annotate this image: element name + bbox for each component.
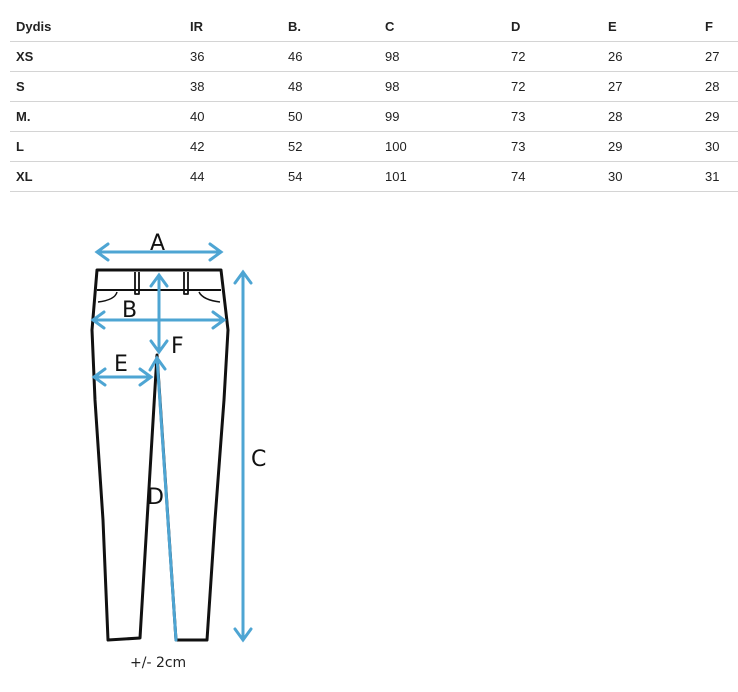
label-a: A — [150, 231, 165, 256]
table-cell: 99 — [385, 101, 511, 132]
column-header: E — [608, 12, 705, 42]
column-header: B. — [288, 12, 385, 42]
table-cell: 44 — [190, 161, 288, 192]
arrow-e — [91, 367, 154, 387]
arrow-c — [233, 269, 253, 643]
arrow-a — [94, 242, 224, 262]
arrow-d — [148, 355, 178, 642]
table-cell: 46 — [288, 41, 385, 72]
table-cell: 30 — [608, 161, 705, 192]
table-header: Dydis IR B. C D E F — [10, 12, 738, 42]
column-header: F — [705, 12, 738, 42]
table-cell: 28 — [705, 71, 738, 102]
table-cell: 101 — [385, 161, 511, 192]
table-row: L 42 52 100 73 29 30 — [10, 131, 738, 162]
table-cell: 42 — [190, 131, 288, 162]
table-cell: 50 — [288, 101, 385, 132]
arrow-f — [149, 272, 169, 355]
table-cell: 98 — [385, 41, 511, 72]
size-label: XL — [10, 161, 190, 192]
column-header: Dydis — [10, 12, 190, 42]
table-row: XS 36 46 98 72 26 27 — [10, 41, 738, 72]
label-f: F — [171, 334, 184, 359]
table-cell: 28 — [608, 101, 705, 132]
table-cell: 38 — [190, 71, 288, 102]
table-cell: 27 — [608, 71, 705, 102]
column-header: C — [385, 12, 511, 42]
table-cell: 54 — [288, 161, 385, 192]
table-cell: 72 — [511, 41, 608, 72]
table-cell: 29 — [705, 101, 738, 132]
table-cell: 52 — [288, 131, 385, 162]
table-cell: 30 — [705, 131, 738, 162]
size-label: XS — [10, 41, 190, 72]
tolerance-note: +/- 2cm — [130, 655, 186, 671]
table-row: XL 44 54 101 74 30 31 — [10, 161, 738, 192]
table-cell: 27 — [705, 41, 738, 72]
table-cell: 73 — [511, 131, 608, 162]
table-cell: 100 — [385, 131, 511, 162]
table-cell: 98 — [385, 71, 511, 102]
table-cell: 36 — [190, 41, 288, 72]
column-header: IR — [190, 12, 288, 42]
table-cell: 73 — [511, 101, 608, 132]
table-cell: 31 — [705, 161, 738, 192]
table-cell: 72 — [511, 71, 608, 102]
table-row: M. 40 50 99 73 28 29 — [10, 101, 738, 132]
size-table: Dydis IR B. C D E F XS 36 46 98 72 26 27 S 38 48 98 72 27 2… — [10, 12, 738, 192]
label-e: E — [114, 352, 128, 377]
size-label: S — [10, 71, 190, 102]
table-row: S 38 48 98 72 27 28 — [10, 71, 738, 102]
table-cell: 29 — [608, 131, 705, 162]
label-c: C — [251, 447, 266, 472]
table-cell: 74 — [511, 161, 608, 192]
table-cell: 40 — [190, 101, 288, 132]
table-cell: 26 — [608, 41, 705, 72]
table-cell: 48 — [288, 71, 385, 102]
label-b: B — [122, 298, 137, 323]
size-label: L — [10, 131, 190, 162]
label-d: D — [147, 485, 164, 510]
column-header: D — [511, 12, 608, 42]
size-label: M. — [10, 101, 190, 132]
